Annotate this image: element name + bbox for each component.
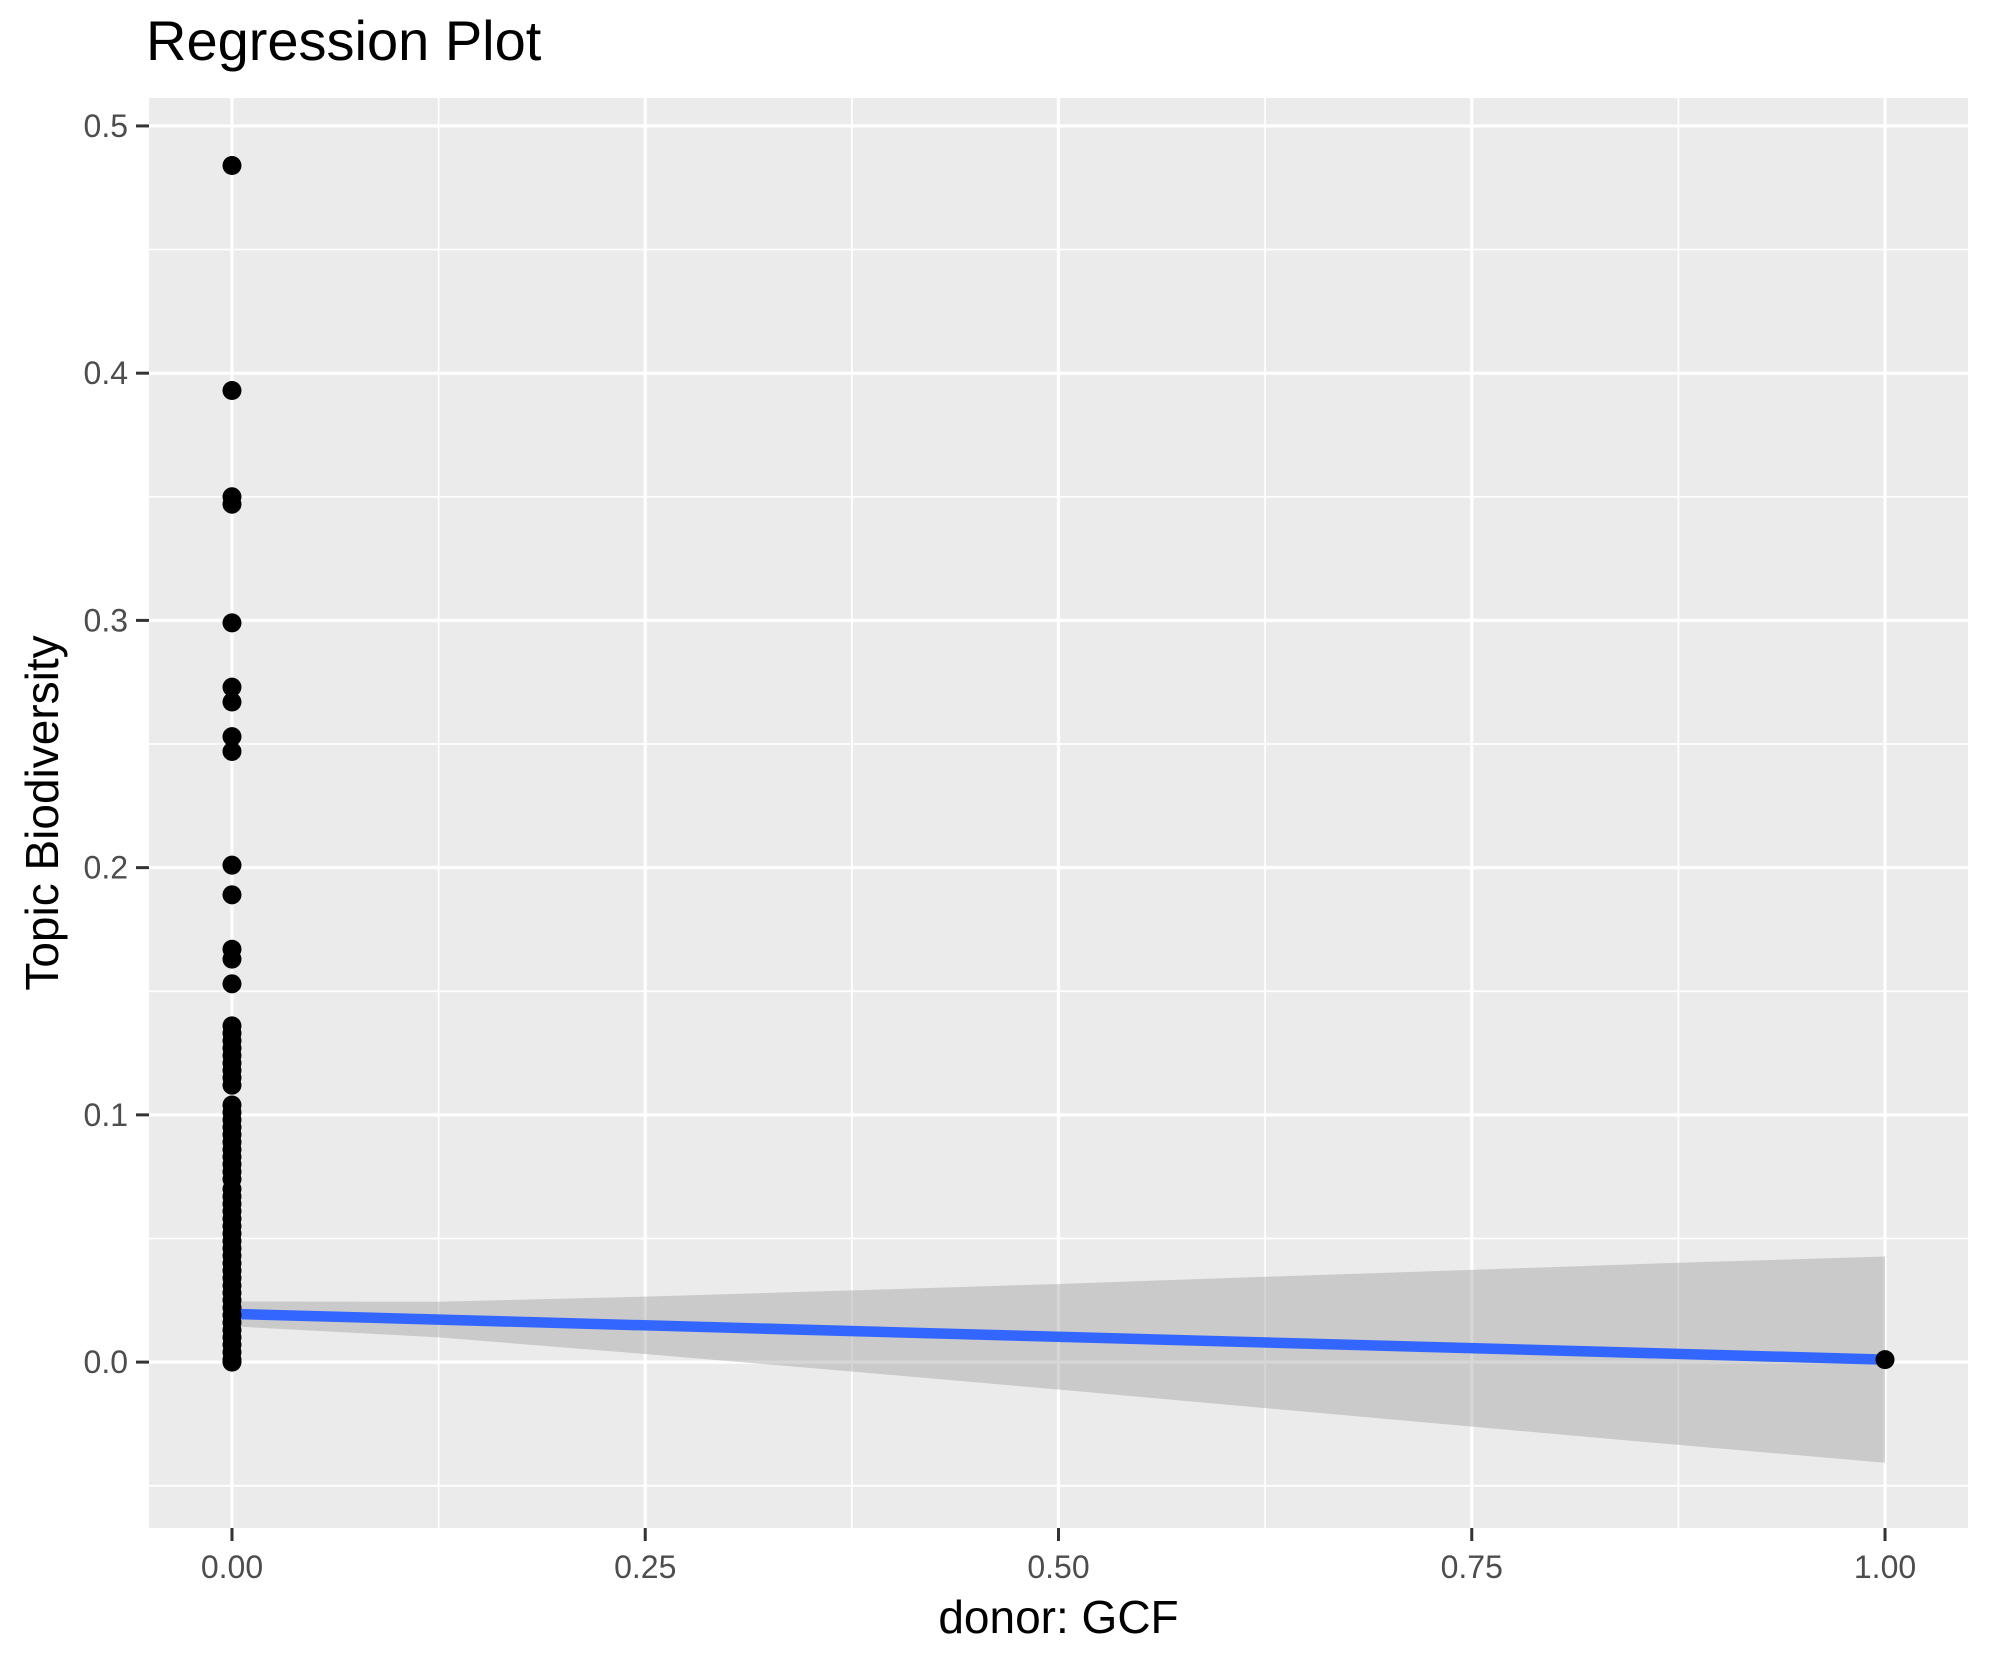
data-point [222, 692, 242, 712]
data-point [222, 727, 242, 747]
data-point [222, 155, 242, 175]
y-tick-label: 0.5 [84, 108, 128, 144]
data-point [222, 885, 242, 905]
x-tick-label: 0.00 [201, 1549, 263, 1585]
data-point [222, 613, 242, 633]
x-tick-label: 1.00 [1854, 1549, 1916, 1585]
y-tick-label: 0.2 [84, 850, 128, 886]
data-point [222, 677, 242, 697]
data-point [222, 949, 242, 969]
y-tick-label: 0.4 [84, 355, 128, 391]
x-tick-label: 0.25 [614, 1549, 676, 1585]
data-point [1875, 1350, 1895, 1370]
data-point [222, 1075, 242, 1095]
y-axis-title: Topic Biodiversity [16, 635, 68, 991]
x-tick-label: 0.50 [1027, 1549, 1089, 1585]
plot-title: Regression Plot [146, 9, 542, 72]
confidence-band [231, 1256, 1886, 1463]
y-tick-label: 0.3 [84, 602, 128, 638]
x-axis-title: donor: GCF [938, 1591, 1179, 1643]
data-point [222, 855, 242, 875]
data-point [222, 380, 242, 400]
x-tick-label: 0.75 [1441, 1549, 1503, 1585]
data-point [222, 1352, 242, 1372]
y-tick-label: 0.1 [84, 1097, 128, 1133]
y-tick-label: 0.0 [84, 1344, 128, 1380]
regression-line [231, 1308, 1886, 1365]
data-point [222, 974, 242, 994]
data-point [222, 494, 242, 514]
data-point [222, 741, 242, 761]
